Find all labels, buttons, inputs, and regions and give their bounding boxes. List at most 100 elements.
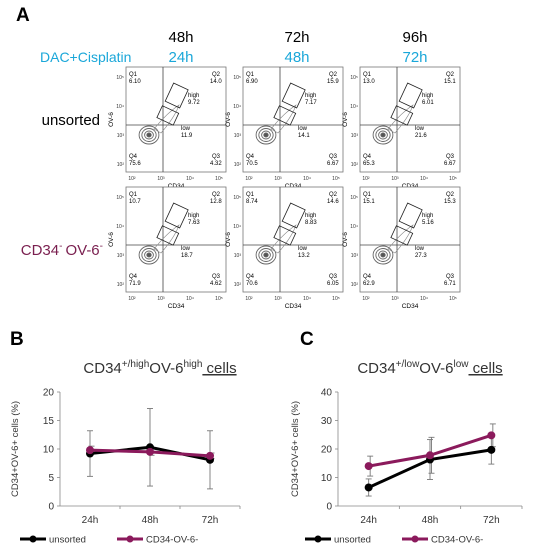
y-axis-label: OV-6 — [225, 112, 232, 127]
gate-value-high: 6.01 — [422, 100, 434, 106]
y-tick-label: 10⁴ — [116, 224, 124, 230]
legend-label: unsorted — [334, 535, 371, 546]
quadrant-value-q2: 14.0 — [210, 79, 222, 85]
population-contour — [141, 128, 157, 142]
x-tick-label: 10⁵ — [449, 176, 457, 182]
gate-value-low: 21.6 — [415, 133, 427, 139]
series-sorted — [367, 423, 496, 477]
y-tick-label: 20 — [43, 388, 55, 399]
x-tick-label: 48h — [422, 515, 439, 526]
gate-high — [281, 202, 306, 229]
x-tick-label: 72h — [483, 515, 500, 526]
quadrant-value-q2: 14.6 — [327, 199, 339, 205]
data-point — [487, 445, 496, 454]
x-tick-label: 10⁵ — [449, 296, 457, 302]
gate-low — [390, 105, 414, 126]
chart-title-base-2: OV-6 — [419, 360, 453, 377]
quadrant-value-q2: 15.9 — [327, 79, 339, 85]
population-contour — [146, 252, 152, 258]
population-contour — [375, 128, 391, 142]
y-tick-label: 10⁴ — [350, 224, 358, 230]
y-tick-label: 10³ — [351, 133, 359, 139]
gate-low — [156, 105, 180, 126]
y-tick-label: 10² — [351, 282, 359, 288]
x-tick-label: 10³ — [391, 176, 399, 182]
quadrant-value-q4: 75.6 — [129, 161, 141, 167]
quadrant-value-q3: 4.62 — [210, 281, 222, 287]
time-label-treat-2: 48h — [284, 49, 309, 66]
quadrant-value-q2: 12.8 — [210, 199, 222, 205]
data-point — [146, 447, 154, 456]
y-axis-label: OV-6 — [108, 112, 115, 127]
flow-plots: Q16.10Q214.0Q34.32Q475.6high9.72low11.91… — [108, 66, 461, 310]
legend-swatch-marker — [29, 535, 37, 543]
quadrant-name-q3: Q3 — [212, 274, 221, 280]
x-tick-label: 10² — [362, 296, 370, 302]
y-axis-label: OV-6 — [342, 112, 349, 127]
quadrant-name-q3: Q3 — [329, 154, 338, 160]
quadrant-name-q2: Q2 — [329, 192, 338, 198]
gate-high — [281, 82, 306, 109]
y-tick-label: 10³ — [234, 253, 242, 259]
quadrant-value-q3: 4.32 — [210, 161, 222, 167]
quadrant-name-q4: Q4 — [246, 154, 255, 160]
quadrant-name-q1: Q1 — [129, 192, 138, 198]
gate-high — [164, 82, 189, 109]
quadrant-name-q4: Q4 — [363, 274, 372, 280]
gate-low — [156, 225, 180, 246]
quadrant-value-q3: 6.67 — [327, 161, 339, 167]
population-contour — [375, 248, 391, 262]
x-tick-label: 10³ — [157, 176, 165, 182]
population-contour — [380, 252, 386, 258]
data-point — [86, 446, 94, 455]
y-tick-label: 0 — [326, 502, 332, 513]
gate-low — [390, 225, 414, 246]
x-tick-label: 10³ — [274, 176, 282, 182]
x-tick-label: 10⁴ — [420, 296, 428, 302]
y-axis-label: CD34+OV-6+ cells (%) — [10, 401, 21, 497]
panel-label-c: C — [300, 329, 314, 350]
population-contour — [263, 252, 269, 258]
x-tick-label: 10⁵ — [332, 296, 340, 302]
quadrant-value-q1: 8.74 — [246, 199, 258, 205]
quadrant-name-q2: Q2 — [446, 72, 455, 78]
x-tick-label: 72h — [202, 515, 219, 526]
row-label-ov6: OV-6 — [65, 242, 99, 259]
gate-label-high: high — [305, 93, 316, 99]
quadrant-value-q1: 10.7 — [129, 199, 141, 205]
legend-swatch-marker — [314, 535, 322, 543]
gate-value-low: 11.9 — [181, 133, 193, 139]
time-label-top-2: 72h — [284, 29, 309, 46]
population-contour — [141, 248, 157, 262]
x-axis-label: CD34 — [402, 183, 419, 190]
panel-label-b: B — [10, 329, 24, 350]
gate-label-high: high — [188, 93, 199, 99]
population-contour — [372, 125, 394, 145]
quadrant-name-q3: Q3 — [446, 274, 455, 280]
quadrant-value-q1: 6.10 — [129, 79, 141, 85]
population-contour — [263, 132, 269, 138]
population-contour — [261, 250, 271, 260]
population-contour — [138, 125, 160, 145]
population-contour — [378, 250, 388, 260]
x-tick-label: 10³ — [274, 296, 282, 302]
row-label-sup-1: - — [59, 241, 62, 252]
chart-title: CD34+/lowOV-6low cells — [357, 359, 502, 377]
legend-label: CD34-OV-6- — [431, 535, 483, 546]
series-unsorted — [365, 435, 495, 497]
x-axis-label: CD34 — [285, 183, 302, 190]
x-tick-label: 10² — [128, 296, 136, 302]
x-tick-label: 48h — [142, 515, 159, 526]
quadrant-name-q1: Q1 — [363, 72, 372, 78]
gate-label-low: low — [298, 126, 308, 132]
x-tick-label: 10² — [128, 176, 136, 182]
x-tick-label: 10⁵ — [215, 176, 223, 182]
y-tick-label: 10² — [117, 162, 125, 168]
y-axis-label: OV-6 — [225, 232, 232, 247]
y-axis-label: OV-6 — [108, 232, 115, 247]
